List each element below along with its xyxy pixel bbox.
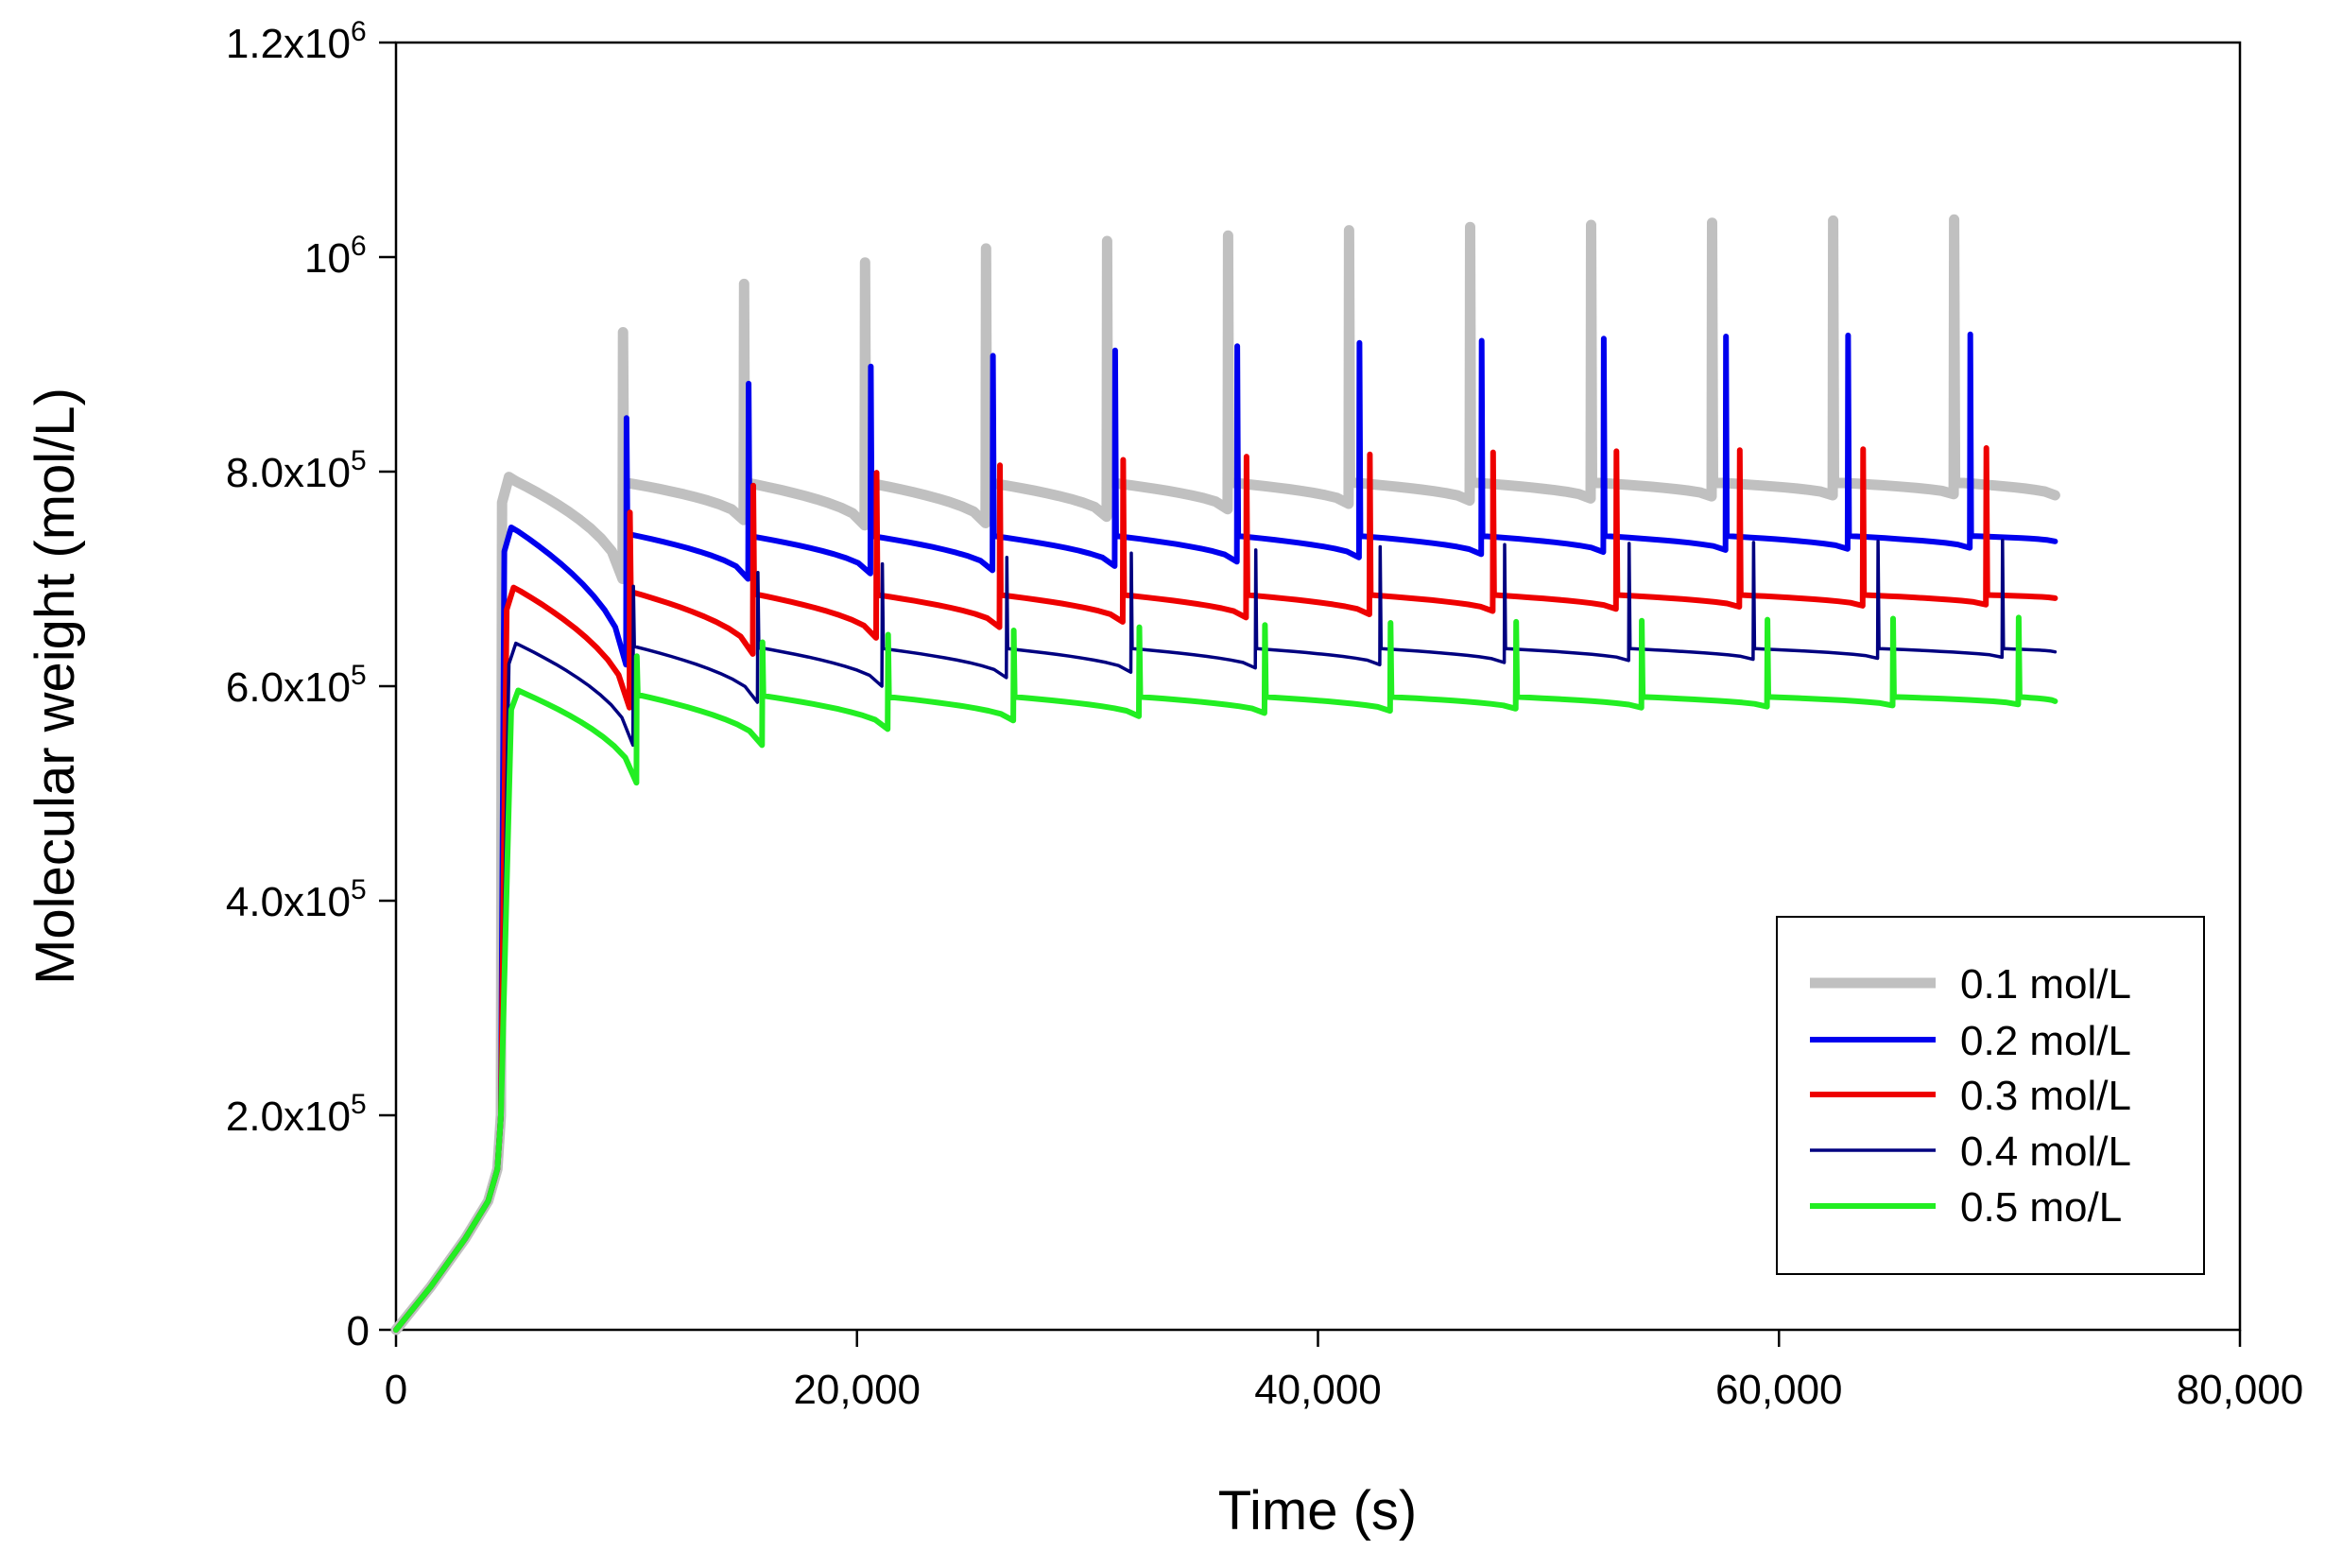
y-axis: 02.0x10 54.0x10 56.0x10 58.0x10 510 61.2x10 6 [226,16,396,1354]
y-tick-label: 6.0x10 [226,664,351,711]
legend-label-3: 0.4 mol/L [1960,1129,2131,1175]
series-line-2 [393,445,2058,1333]
series-line-0 [390,214,2060,1335]
legend-label-4: 0.5 mo/L [1960,1184,2122,1231]
y-axis-title: Molecular weight (mol/L) [25,388,86,985]
y-tick-label: 8.0x10 [226,450,351,496]
x-tick-label: 60,000 [1715,1367,1843,1413]
y-tick-exponent: 5 [351,445,367,476]
x-axis: 0 20,000 40,000 60,000 80,000 [385,1330,2304,1413]
y-tick-label: 2.0x10 [226,1094,351,1140]
legend-label-2: 0.3 mol/L [1960,1073,2131,1119]
x-tick-label: 0 [385,1367,407,1413]
legend: 0.1 mol/L 0.2 mol/L 0.3 mol/L 0.4 mol/L … [1776,916,2205,1275]
y-tick-exponent: 6 [351,231,367,262]
y-tick-exponent: 6 [351,16,367,47]
y-tick-label: 10 [304,235,351,282]
y-tick-exponent: 5 [351,660,367,691]
x-tick-label: 80,000 [2177,1367,2304,1413]
x-tick-label: 20,000 [793,1367,921,1413]
plot-area [390,214,2060,1335]
legend-label-0: 0.1 mol/L [1960,961,2131,1008]
y-tick-label: 0 [347,1308,370,1354]
y-tick-exponent: 5 [351,874,367,905]
series-line-1 [393,331,2058,1333]
y-tick-exponent: 5 [351,1089,367,1120]
legend-label-1: 0.2 mol/L [1960,1018,2131,1064]
x-axis-title: Time (s) [1218,1480,1417,1542]
x-tick-label: 40,000 [1254,1367,1382,1413]
y-tick-label: 4.0x10 [226,879,351,925]
y-tick-label: 1.2x10 [226,21,351,67]
series-line-4 [393,614,2058,1333]
series-line-3 [394,538,2058,1332]
